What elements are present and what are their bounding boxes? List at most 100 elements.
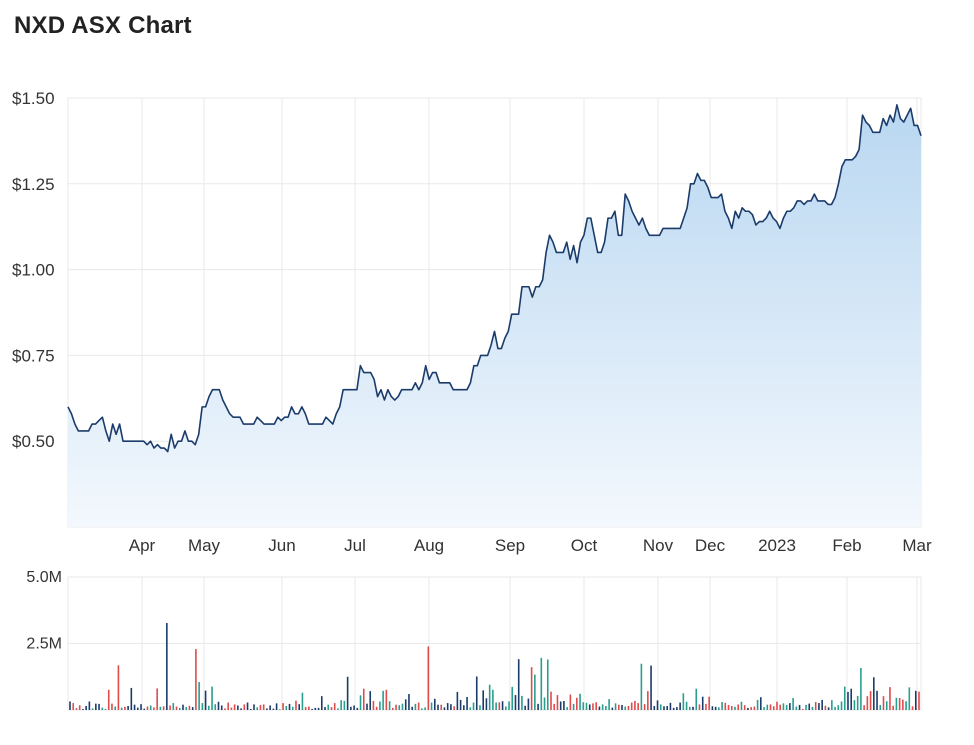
volume-bar (201, 703, 204, 710)
volume-bar (330, 707, 333, 710)
volume-bar (301, 692, 304, 710)
volume-bar (166, 623, 168, 710)
volume-bar (188, 705, 191, 710)
volume-bar (350, 706, 352, 710)
volume-bar (601, 704, 604, 710)
volume-bar (682, 693, 685, 710)
volume-bar (401, 703, 404, 710)
volume-bar (69, 701, 71, 710)
volume-bar (414, 703, 417, 710)
volume-bar (714, 706, 717, 710)
volume-bar (111, 703, 113, 710)
volume-bar (860, 667, 862, 710)
volume-bar (666, 706, 669, 710)
volume-bar (314, 707, 317, 710)
volume-tick-label: 5.0M (26, 569, 62, 586)
volume-bar (498, 702, 501, 710)
volume-bar (75, 708, 78, 710)
chart-title: NXD ASX Chart (14, 12, 192, 39)
volume-bar (424, 707, 426, 710)
volume-bar (433, 698, 436, 710)
volume-bar (136, 707, 139, 710)
volume-bar (298, 704, 300, 710)
volume-bar (659, 704, 662, 710)
volume-bar (724, 702, 727, 710)
volume-bar (672, 707, 675, 710)
volume-bar (369, 691, 372, 710)
volume-bar (647, 691, 649, 710)
price-tick-label: $1.25 (12, 175, 55, 194)
volume-bar (814, 702, 817, 710)
volume-bar (130, 687, 133, 710)
volume-bar (198, 682, 200, 710)
volume-bar (485, 698, 488, 710)
volume-bar (821, 699, 823, 710)
volume-bar (91, 708, 94, 710)
volume-bar (469, 707, 472, 710)
volume-bar (572, 703, 575, 710)
volume-bar (847, 691, 849, 710)
volume-bar (882, 696, 885, 710)
volume-bar (156, 688, 158, 710)
volume-bar (456, 691, 459, 710)
volume-bar (750, 707, 752, 710)
x-tick-label: Aug (414, 536, 444, 555)
volume-bar (827, 707, 830, 710)
x-tick-label: Apr (129, 536, 156, 555)
volume-bar (556, 695, 559, 710)
volume-bar (230, 707, 233, 710)
volume-bar (279, 709, 281, 710)
volume-bar (288, 703, 291, 710)
volume-bar (627, 706, 630, 710)
volume-bar (411, 706, 413, 710)
x-tick-label: Mar (902, 536, 932, 555)
volume-bar (149, 705, 152, 710)
volume-bar (905, 701, 907, 710)
volume-bar (346, 676, 349, 710)
volume-bar (450, 704, 452, 710)
volume-bar (798, 704, 801, 710)
volume-bar (637, 703, 639, 710)
volume-bar (511, 686, 514, 710)
volume-bar (876, 690, 878, 710)
volume-bar (546, 659, 549, 710)
volume-bar (78, 705, 81, 710)
x-tick-label: Feb (832, 536, 861, 555)
volume-bar (653, 706, 656, 710)
volume-bar (776, 701, 778, 710)
volume-bar (608, 699, 610, 710)
volume-bar (753, 706, 756, 710)
volume-bar (404, 699, 407, 710)
volume-bar (220, 705, 223, 710)
volume-bar (908, 687, 911, 710)
volume-bar (701, 696, 704, 710)
volume-bar (863, 705, 865, 710)
volume-bar (676, 707, 678, 710)
volume-bar (233, 704, 236, 710)
volume-bar (408, 694, 410, 710)
volume-bar (856, 695, 859, 710)
volume-bar (453, 706, 455, 710)
volume-bar (385, 689, 388, 710)
volume-bar (178, 707, 181, 710)
volume-bar (505, 706, 507, 710)
volume-bar (695, 688, 698, 710)
volume-bar (650, 665, 652, 710)
x-tick-label: Oct (571, 536, 598, 555)
volume-bar (153, 707, 155, 710)
volume-bars (69, 623, 920, 710)
volume-bar (795, 706, 798, 710)
volume-bar (553, 703, 556, 710)
volume-bar (566, 707, 568, 710)
volume-bar (127, 706, 129, 710)
volume-bar (663, 706, 665, 710)
volume-bar (114, 706, 116, 710)
volume-bar (146, 706, 149, 710)
price-tick-label: $1.50 (12, 89, 55, 108)
volume-bar (320, 696, 323, 710)
volume-bar (269, 705, 271, 710)
volume-bar (689, 706, 691, 710)
volume-bar (521, 695, 523, 710)
volume-bar (873, 677, 875, 710)
